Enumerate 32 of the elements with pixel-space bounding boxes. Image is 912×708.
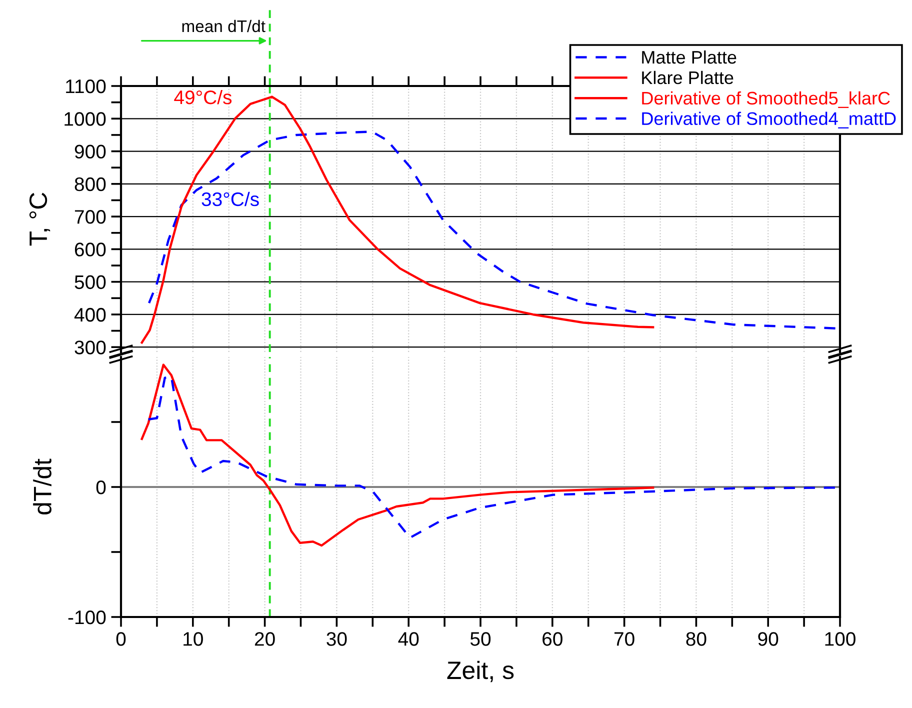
y-tick-label: 800 bbox=[74, 177, 106, 192]
text: Derivative of Smoothed4_mattD bbox=[642, 112, 896, 128]
x-tick-label: 30 bbox=[326, 632, 347, 646]
x-tick-label: 90 bbox=[758, 632, 778, 646]
x-tick-label: 70 bbox=[614, 632, 634, 646]
x-tick-label: 100 bbox=[825, 632, 856, 646]
y-tick-label: 1100 bbox=[66, 79, 106, 94]
y-tick-label: 300 bbox=[74, 340, 106, 354]
annotation: 49°C/s bbox=[174, 90, 232, 104]
x-tick-label: 80 bbox=[686, 632, 706, 646]
x-tick-label: 50 bbox=[470, 632, 491, 646]
y-tick-label: 900 bbox=[74, 144, 106, 159]
x-tick-label: 10 bbox=[184, 632, 203, 646]
legend-label: Klare Platte bbox=[642, 70, 734, 84]
y-tick-label: 1000 bbox=[64, 112, 106, 126]
x-tick-label: 20 bbox=[254, 632, 275, 646]
y-tick-label: 0 bbox=[96, 480, 106, 494]
y-tick-label: 600 bbox=[74, 242, 106, 256]
y-tick-label: 400 bbox=[74, 308, 106, 322]
x-axis-title: Zeit, s bbox=[447, 660, 514, 682]
x-tick-label: 0 bbox=[116, 632, 126, 646]
y-tick-label: -100 bbox=[68, 610, 106, 624]
ref-line-label: mean dT/dt bbox=[182, 20, 266, 32]
x-tick-label: 60 bbox=[542, 632, 562, 646]
y-tick-label: 500 bbox=[74, 275, 106, 290]
y-tick-label: 700 bbox=[74, 210, 106, 224]
y-axis-title: T, °C bbox=[29, 192, 50, 246]
annotation: 33°C/s bbox=[202, 192, 259, 206]
text: Derivative of Smoothed5_klarC bbox=[642, 91, 890, 108]
y-axis-title: dT/dt bbox=[33, 458, 52, 514]
legend-label: Matte Platte bbox=[642, 50, 736, 64]
x-tick-label: 40 bbox=[398, 632, 419, 646]
